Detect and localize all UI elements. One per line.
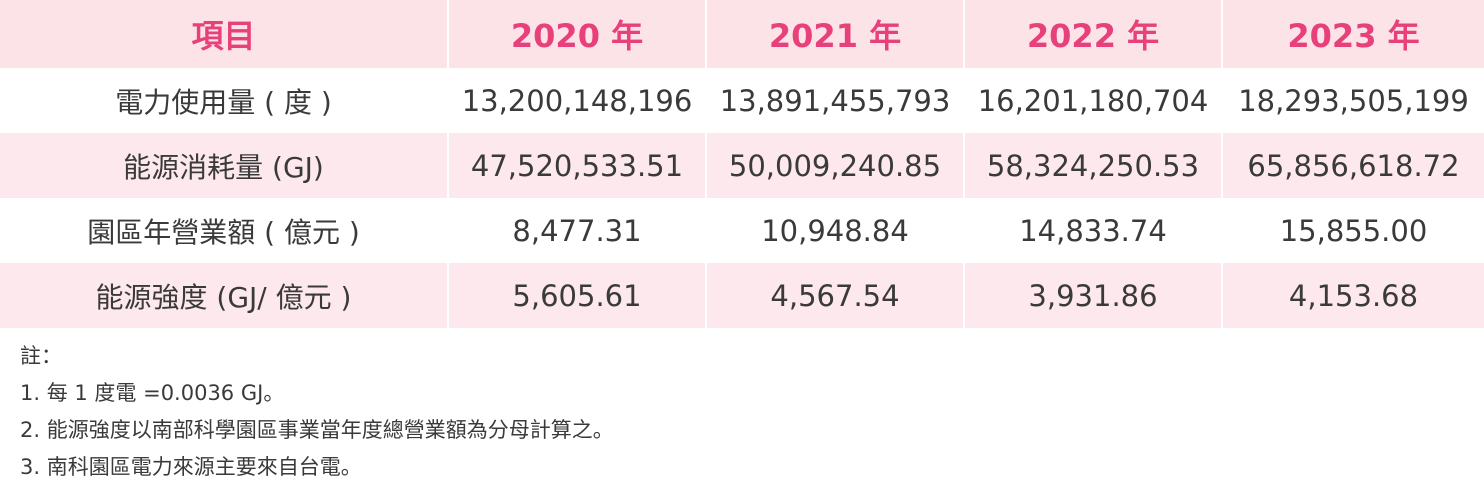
table-header-row: 項目 2020 年 2021 年 2022 年 2023 年 — [0, 0, 1484, 68]
header-year-2022: 2022 年 — [965, 0, 1223, 68]
table-cell: 13,891,455,793 — [707, 68, 965, 133]
header-year-2020: 2020 年 — [449, 0, 707, 68]
table-cell: 58,324,250.53 — [965, 133, 1223, 198]
table-row: 電力使用量 ( 度 ) 13,200,148,196 13,891,455,79… — [0, 68, 1484, 133]
table-cell: 14,833.74 — [965, 198, 1223, 263]
table-cell: 47,520,533.51 — [449, 133, 707, 198]
table-cell: 13,200,148,196 — [449, 68, 707, 133]
header-item: 項目 — [0, 0, 449, 68]
table-row: 園區年營業額 ( 億元 ) 8,477.31 10,948.84 14,833.… — [0, 198, 1484, 263]
table-cell: 50,009,240.85 — [707, 133, 965, 198]
row-label: 能源消耗量 (GJ) — [0, 133, 449, 198]
row-label: 能源強度 (GJ/ 億元 ) — [0, 263, 449, 328]
note-item: 2. 能源強度以南部科學園區事業當年度總營業額為分母計算之。 — [20, 418, 614, 442]
table-row: 能源消耗量 (GJ) 47,520,533.51 50,009,240.85 5… — [0, 133, 1484, 198]
row-label: 電力使用量 ( 度 ) — [0, 68, 449, 133]
note-item: 3. 南科園區電力來源主要來自台電。 — [20, 455, 362, 479]
energy-table: 項目 2020 年 2021 年 2022 年 2023 年 電力使用量 ( 度… — [0, 0, 1484, 328]
table-cell: 8,477.31 — [449, 198, 707, 263]
table-cell: 15,855.00 — [1223, 198, 1484, 263]
table-cell: 4,153.68 — [1223, 263, 1484, 328]
header-year-2023: 2023 年 — [1223, 0, 1484, 68]
table-cell: 5,605.61 — [449, 263, 707, 328]
table-cell: 3,931.86 — [965, 263, 1223, 328]
table-cell: 16,201,180,704 — [965, 68, 1223, 133]
notes-title: 註： — [20, 344, 62, 368]
row-label: 園區年營業額 ( 億元 ) — [0, 198, 449, 263]
table-row: 能源強度 (GJ/ 億元 ) 5,605.61 4,567.54 3,931.8… — [0, 263, 1484, 328]
header-year-2021: 2021 年 — [707, 0, 965, 68]
table-cell: 65,856,618.72 — [1223, 133, 1484, 198]
note-item: 1. 每 1 度電 =0.0036 GJ。 — [20, 381, 285, 405]
table-cell: 18,293,505,199 — [1223, 68, 1484, 133]
footnotes: 註： 1. 每 1 度電 =0.0036 GJ。 2. 能源強度以南部科學園區事… — [20, 338, 614, 486]
table-cell: 10,948.84 — [707, 198, 965, 263]
table-cell: 4,567.54 — [707, 263, 965, 328]
